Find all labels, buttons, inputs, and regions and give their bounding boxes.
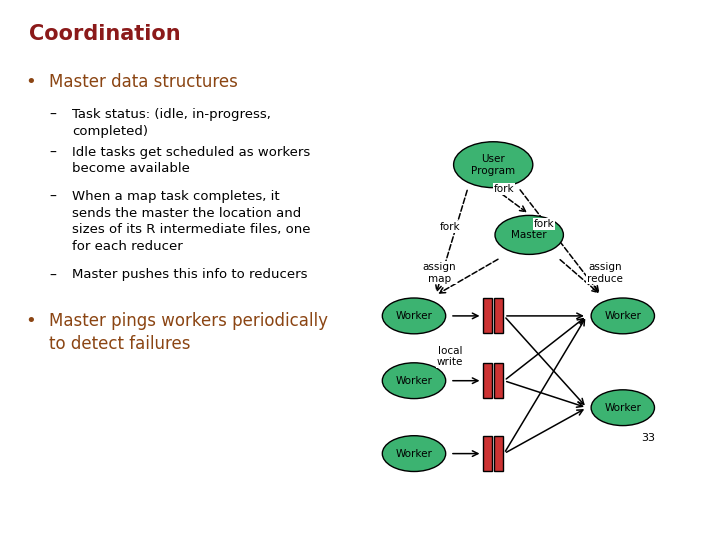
FancyBboxPatch shape xyxy=(483,436,492,471)
Text: Worker: Worker xyxy=(395,311,433,321)
Text: Master data structures: Master data structures xyxy=(49,73,238,91)
Ellipse shape xyxy=(382,436,446,471)
Text: Idle tasks get scheduled as workers
become available: Idle tasks get scheduled as workers beco… xyxy=(72,146,310,176)
Text: •: • xyxy=(25,312,36,330)
Text: When a map task completes, it
sends the master the location and
sizes of its R i: When a map task completes, it sends the … xyxy=(72,190,310,253)
Text: Master pushes this info to reducers: Master pushes this info to reducers xyxy=(72,268,307,281)
Ellipse shape xyxy=(591,390,654,426)
FancyBboxPatch shape xyxy=(483,298,492,333)
Text: assign
map: assign map xyxy=(423,262,456,284)
Text: local
write: local write xyxy=(437,346,463,367)
Text: assign
reduce: assign reduce xyxy=(587,262,623,284)
Text: Master pings workers periodically
to detect failures: Master pings workers periodically to det… xyxy=(49,312,328,353)
FancyBboxPatch shape xyxy=(494,298,503,333)
Text: Worker: Worker xyxy=(604,311,642,321)
Ellipse shape xyxy=(495,215,564,254)
Ellipse shape xyxy=(382,363,446,399)
Text: Task status: (idle, in-progress,
completed): Task status: (idle, in-progress, complet… xyxy=(72,108,271,138)
Text: User
Program: User Program xyxy=(471,154,516,176)
Text: Coordination: Coordination xyxy=(29,24,181,44)
Text: Worker: Worker xyxy=(604,403,642,413)
Text: fork: fork xyxy=(534,219,554,229)
FancyBboxPatch shape xyxy=(494,363,503,399)
Text: –: – xyxy=(49,190,56,204)
Text: 33: 33 xyxy=(641,433,655,443)
Text: –: – xyxy=(49,108,56,122)
Text: fork: fork xyxy=(494,184,514,194)
Text: Worker: Worker xyxy=(395,449,433,458)
Text: •: • xyxy=(25,73,36,91)
Text: Worker: Worker xyxy=(395,376,433,386)
Text: –: – xyxy=(49,268,56,282)
Text: –: – xyxy=(49,146,56,160)
Text: fork: fork xyxy=(440,222,460,232)
Ellipse shape xyxy=(382,298,446,334)
Ellipse shape xyxy=(591,298,654,334)
FancyBboxPatch shape xyxy=(483,363,492,399)
FancyBboxPatch shape xyxy=(494,436,503,471)
Ellipse shape xyxy=(454,142,533,188)
Text: Master: Master xyxy=(511,230,547,240)
